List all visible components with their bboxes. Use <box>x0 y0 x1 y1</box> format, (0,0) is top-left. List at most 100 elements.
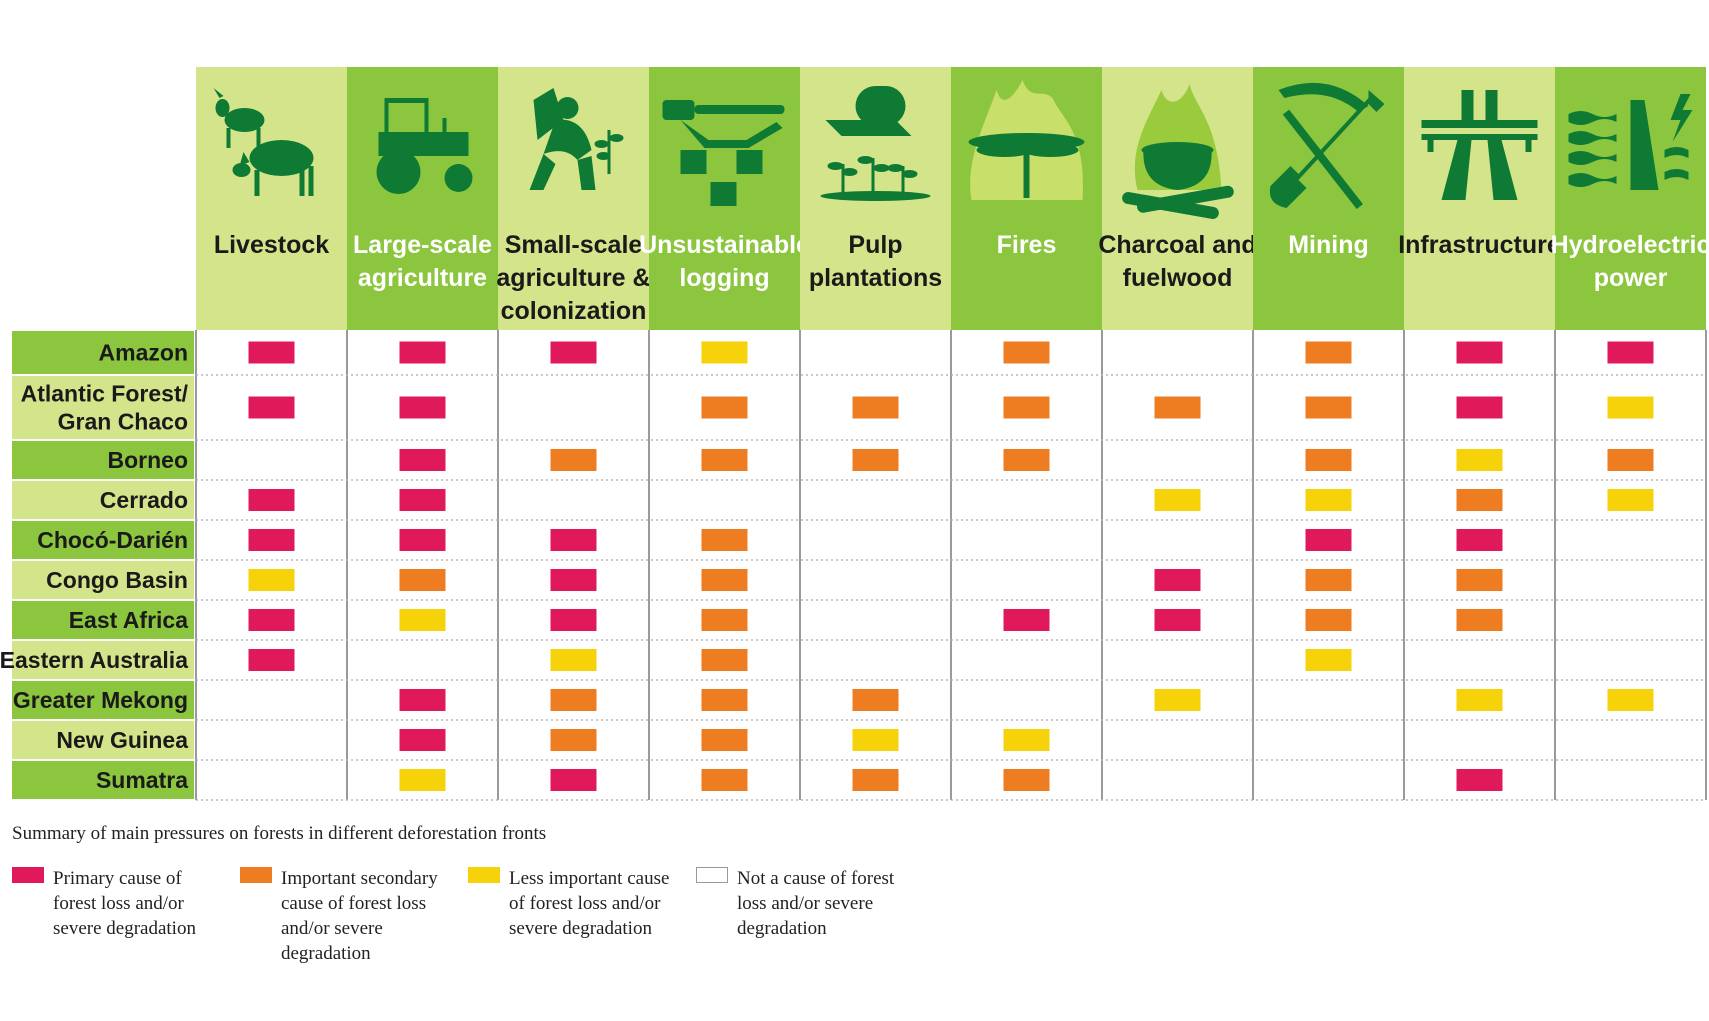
cell-marker-primary <box>1456 769 1503 791</box>
column-label-6-line-1: Fires <box>997 231 1057 259</box>
legend-label-secondary: Important secondary cause of forest loss… <box>281 868 438 964</box>
row-label-background-7 <box>12 601 194 639</box>
cell-marker-secondary <box>1154 396 1201 419</box>
cell-marker-secondary <box>1003 396 1050 419</box>
cell-marker-primary <box>1456 529 1503 551</box>
column-header-9 <box>1404 67 1555 330</box>
legend-label-none: Not a cause of forest loss and/or severe… <box>737 868 895 939</box>
cell-marker-primary <box>1154 569 1201 591</box>
legend-label-less: Less important cause of forest loss and/… <box>509 868 670 939</box>
cell-marker-primary <box>248 609 295 631</box>
column-label-3-line-1: Small-scale <box>505 231 643 259</box>
cell-marker-primary <box>550 529 597 551</box>
row-label-1-line-1: Amazon <box>99 340 188 366</box>
row-label-6-line-1: Congo Basin <box>46 567 188 593</box>
row-label-background-10 <box>12 721 194 759</box>
legend-label-primary: Primary cause of forest loss and/or seve… <box>53 868 196 939</box>
cell-marker-secondary <box>399 569 446 591</box>
column-label-7-line-1: Charcoal and <box>1098 231 1256 259</box>
cell-marker-primary <box>248 529 295 551</box>
row-label-7-line-1: East Africa <box>69 607 189 633</box>
row-label-8-line-1: Eastern Australia <box>0 647 188 673</box>
cell-marker-primary <box>399 489 446 511</box>
cell-marker-secondary <box>852 689 899 711</box>
cell-marker-less <box>1607 689 1654 711</box>
cell-marker-secondary <box>1305 396 1352 419</box>
column-label-2-line-2: agriculture <box>358 264 487 292</box>
column-label-5-line-1: Pulp <box>848 231 902 259</box>
cell-marker-secondary <box>852 449 899 471</box>
row-label-3-line-1: Borneo <box>108 447 189 473</box>
cell-marker-secondary <box>550 729 597 751</box>
cell-marker-secondary <box>1456 489 1503 511</box>
cell-marker-less <box>550 649 597 671</box>
cell-marker-primary <box>550 341 597 364</box>
cell-marker-primary <box>1154 609 1201 631</box>
cell-marker-secondary <box>701 396 748 419</box>
cell-marker-secondary <box>1305 449 1352 471</box>
cell-marker-primary <box>399 729 446 751</box>
cell-marker-primary <box>1456 341 1503 364</box>
column-label-9-line-1: Infrastructure <box>1398 231 1561 259</box>
row-label-background-3 <box>12 441 194 479</box>
row-label-4-line-1: Cerrado <box>100 487 188 513</box>
legend-swatch-none <box>696 867 728 883</box>
cell-marker-primary <box>399 529 446 551</box>
cell-marker-less <box>1456 449 1503 471</box>
row-label-background-11 <box>12 761 194 799</box>
cell-marker-primary <box>1456 396 1503 419</box>
cell-marker-less <box>1607 489 1654 511</box>
cell-marker-primary <box>399 396 446 419</box>
cell-marker-secondary <box>1003 341 1050 364</box>
cell-marker-primary <box>1305 529 1352 551</box>
cell-marker-less <box>1305 489 1352 511</box>
cell-marker-secondary <box>1003 449 1050 471</box>
cell-marker-secondary <box>1456 609 1503 631</box>
cell-marker-primary <box>550 569 597 591</box>
column-label-8-line-1: Mining <box>1288 231 1369 259</box>
cell-marker-less <box>1456 689 1503 711</box>
row-label-2-line-1: Atlantic Forest/ <box>21 381 189 407</box>
cell-marker-primary <box>248 489 295 511</box>
cell-marker-less <box>399 609 446 631</box>
legend-swatch-secondary <box>240 867 272 883</box>
row-label-background-8 <box>12 641 194 679</box>
legend-swatch-less <box>468 867 500 883</box>
cell-marker-secondary <box>1305 569 1352 591</box>
cell-marker-secondary <box>1607 449 1654 471</box>
chart-caption: Summary of main pressures on forests in … <box>12 823 547 844</box>
cell-marker-primary <box>248 396 295 419</box>
cell-marker-secondary <box>701 729 748 751</box>
row-label-background-6 <box>12 561 194 599</box>
cell-marker-secondary <box>1003 769 1050 791</box>
cell-marker-less <box>852 729 899 751</box>
row-label-background-4 <box>12 481 194 519</box>
cell-marker-secondary <box>701 769 748 791</box>
column-label-1-line-1: Livestock <box>214 231 329 259</box>
cell-marker-secondary <box>550 449 597 471</box>
row-label-9-line-1: Greater Mekong <box>13 687 188 713</box>
cell-marker-primary <box>550 609 597 631</box>
row-label-background-9 <box>12 681 194 719</box>
cell-marker-primary <box>399 689 446 711</box>
cell-marker-less <box>1154 489 1201 511</box>
column-label-7-line-2: fuelwood <box>1123 264 1233 292</box>
cell-marker-secondary <box>701 649 748 671</box>
row-label-background-1 <box>12 331 194 374</box>
cell-marker-less <box>701 341 748 364</box>
row-label-2-line-2: Gran Chaco <box>58 409 188 435</box>
cell-marker-less <box>248 569 295 591</box>
cell-marker-primary <box>1607 341 1654 364</box>
row-label-5-line-1: Chocó-Darién <box>37 527 188 553</box>
row-label-background-2 <box>12 376 194 439</box>
cell-marker-primary <box>248 341 295 364</box>
cell-marker-secondary <box>1305 609 1352 631</box>
cell-marker-primary <box>399 341 446 364</box>
legend-swatch-primary <box>12 867 44 883</box>
row-label-10-line-1: New Guinea <box>56 727 188 753</box>
column-header-2 <box>347 67 498 330</box>
cell-marker-less <box>1003 729 1050 751</box>
cell-marker-secondary <box>701 529 748 551</box>
cell-marker-secondary <box>701 449 748 471</box>
